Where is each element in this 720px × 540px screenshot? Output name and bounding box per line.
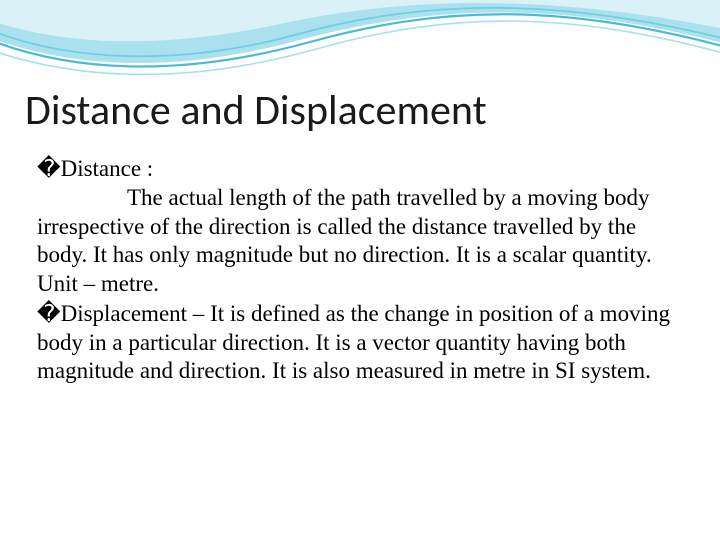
bullet-marker-icon: � <box>37 300 61 326</box>
wave-svg <box>0 0 720 90</box>
body-text: �Distance : The actual length of the pat… <box>25 154 695 386</box>
heading-1-text: Distance : <box>61 156 154 181</box>
body-1-text: The actual length of the path travelled … <box>37 185 652 296</box>
decorative-wave <box>0 0 720 90</box>
slide-content: Distance and Displacement �Distance : Th… <box>25 85 695 386</box>
bullet-2: �Displacement – It is defined as the cha… <box>37 301 670 384</box>
bullet-marker-icon: � <box>37 155 61 181</box>
bullet-1-body: The actual length of the path travelled … <box>37 185 652 296</box>
wave-fill <box>0 0 720 63</box>
wave-stroke-3 <box>0 21 720 74</box>
heading-2-text: Displacement – <box>61 301 210 326</box>
wave-stroke-2 <box>0 8 720 56</box>
wave-highlight <box>0 0 720 41</box>
slide-title: Distance and Displacement <box>25 85 695 136</box>
bullet-1-heading: �Distance : <box>37 154 687 184</box>
wave-stroke-1 <box>0 14 720 66</box>
